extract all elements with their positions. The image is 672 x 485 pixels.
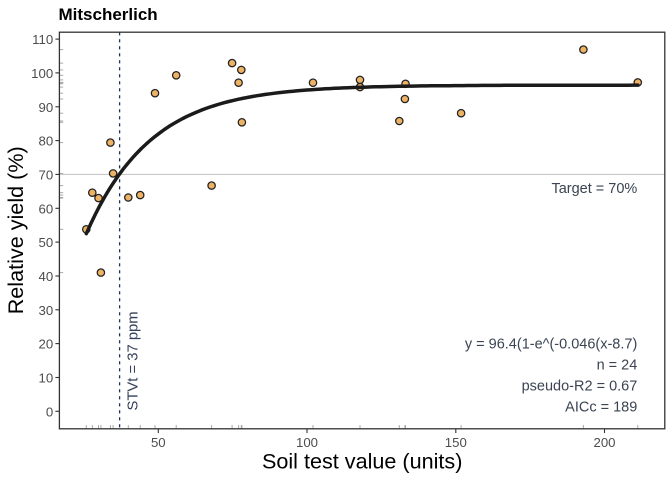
svg-text:60: 60 bbox=[39, 201, 54, 216]
svg-text:30: 30 bbox=[39, 303, 54, 318]
svg-text:80: 80 bbox=[39, 134, 54, 149]
svg-text:70: 70 bbox=[39, 167, 54, 182]
svg-text:pseudo-R2 = 0.67: pseudo-R2 = 0.67 bbox=[522, 378, 638, 394]
svg-text:100: 100 bbox=[31, 66, 53, 81]
svg-text:Target = 70%: Target = 70% bbox=[551, 181, 637, 197]
svg-text:100: 100 bbox=[296, 435, 318, 450]
svg-text:Mitscherlich: Mitscherlich bbox=[59, 5, 158, 24]
svg-text:50: 50 bbox=[39, 235, 54, 250]
svg-text:20: 20 bbox=[39, 337, 54, 352]
svg-text:10: 10 bbox=[39, 371, 54, 386]
svg-text:AICc = 189: AICc = 189 bbox=[565, 399, 637, 415]
svg-text:y = 96.4(1-e^(-0.046(x-8.7): y = 96.4(1-e^(-0.046(x-8.7) bbox=[465, 336, 637, 352]
svg-text:200: 200 bbox=[593, 435, 615, 450]
svg-text:40: 40 bbox=[39, 269, 54, 284]
svg-text:150: 150 bbox=[445, 435, 467, 450]
svg-text:STVt = 37 ppm: STVt = 37 ppm bbox=[125, 311, 141, 410]
svg-text:110: 110 bbox=[32, 32, 53, 47]
svg-text:n = 24: n = 24 bbox=[597, 357, 638, 373]
svg-text:90: 90 bbox=[39, 100, 54, 115]
svg-text:Soil test value (units): Soil test value (units) bbox=[262, 448, 462, 473]
svg-text:Relative yield (%): Relative yield (%) bbox=[3, 146, 28, 314]
svg-text:50: 50 bbox=[151, 435, 166, 450]
svg-text:0: 0 bbox=[46, 404, 53, 419]
